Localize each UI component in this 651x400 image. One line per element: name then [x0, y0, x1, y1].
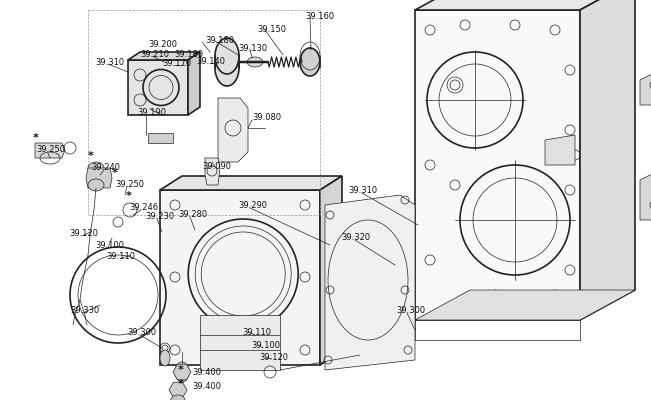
Text: *: * — [126, 191, 132, 201]
Polygon shape — [218, 98, 248, 162]
Polygon shape — [160, 176, 342, 190]
Text: 39.310: 39.310 — [348, 186, 377, 195]
Text: 39.090: 39.090 — [202, 162, 231, 171]
Text: 39.310: 39.310 — [95, 58, 124, 67]
Polygon shape — [160, 190, 320, 365]
Text: 39.190: 39.190 — [137, 108, 166, 117]
Text: 39.280: 39.280 — [178, 210, 207, 219]
Polygon shape — [640, 165, 651, 220]
Text: *: * — [178, 365, 184, 375]
Ellipse shape — [171, 395, 185, 400]
Text: 39.170: 39.170 — [162, 59, 191, 68]
Text: 39.120: 39.120 — [259, 353, 288, 362]
Text: 39.240: 39.240 — [91, 163, 120, 172]
Text: 39.210: 39.210 — [140, 50, 169, 59]
Text: 39.300: 39.300 — [396, 306, 425, 315]
Polygon shape — [580, 0, 635, 320]
Polygon shape — [128, 52, 200, 60]
Polygon shape — [320, 176, 342, 365]
Polygon shape — [188, 52, 200, 115]
Text: 39.290: 39.290 — [238, 201, 267, 210]
Polygon shape — [86, 168, 112, 188]
Polygon shape — [325, 195, 415, 370]
Text: 39.080: 39.080 — [252, 113, 281, 122]
Ellipse shape — [175, 362, 189, 382]
Text: *: * — [88, 151, 94, 161]
Ellipse shape — [300, 48, 320, 76]
Ellipse shape — [247, 57, 263, 67]
Text: *: * — [178, 379, 184, 389]
Polygon shape — [205, 158, 220, 185]
Text: 39.200: 39.200 — [148, 40, 177, 49]
Polygon shape — [35, 143, 65, 158]
Text: *: * — [33, 133, 39, 143]
Polygon shape — [200, 315, 280, 370]
Text: 39.120: 39.120 — [69, 229, 98, 238]
Polygon shape — [415, 290, 635, 320]
Text: *: * — [112, 168, 118, 178]
Text: 39.300: 39.300 — [127, 328, 156, 337]
Text: 39.100: 39.100 — [251, 341, 280, 350]
Polygon shape — [415, 10, 580, 320]
Text: 39.246: 39.246 — [129, 203, 158, 212]
Polygon shape — [415, 0, 635, 10]
Ellipse shape — [215, 38, 239, 74]
Text: 39.230: 39.230 — [145, 212, 174, 221]
Ellipse shape — [160, 350, 170, 366]
Polygon shape — [640, 65, 651, 105]
Text: 39.250: 39.250 — [115, 180, 144, 189]
Text: 39.110: 39.110 — [106, 252, 135, 261]
Text: 39.140: 39.140 — [196, 57, 225, 66]
Text: 39.150: 39.150 — [257, 25, 286, 34]
Text: 39.400: 39.400 — [192, 368, 221, 377]
Text: 39.110: 39.110 — [242, 328, 271, 337]
Text: 39.180: 39.180 — [174, 50, 203, 59]
Polygon shape — [545, 135, 575, 165]
Ellipse shape — [215, 50, 239, 86]
Text: 39.250: 39.250 — [36, 145, 65, 154]
Text: 39.400: 39.400 — [192, 382, 221, 391]
Polygon shape — [128, 60, 188, 115]
Text: 39.330: 39.330 — [70, 306, 99, 315]
Text: 39.130: 39.130 — [238, 44, 267, 53]
Text: 39.320: 39.320 — [341, 233, 370, 242]
Ellipse shape — [88, 179, 104, 191]
Ellipse shape — [88, 162, 104, 174]
Text: 39.180: 39.180 — [205, 36, 234, 45]
Polygon shape — [148, 133, 173, 143]
Text: 39.160: 39.160 — [305, 12, 334, 21]
Text: 39.100: 39.100 — [95, 241, 124, 250]
